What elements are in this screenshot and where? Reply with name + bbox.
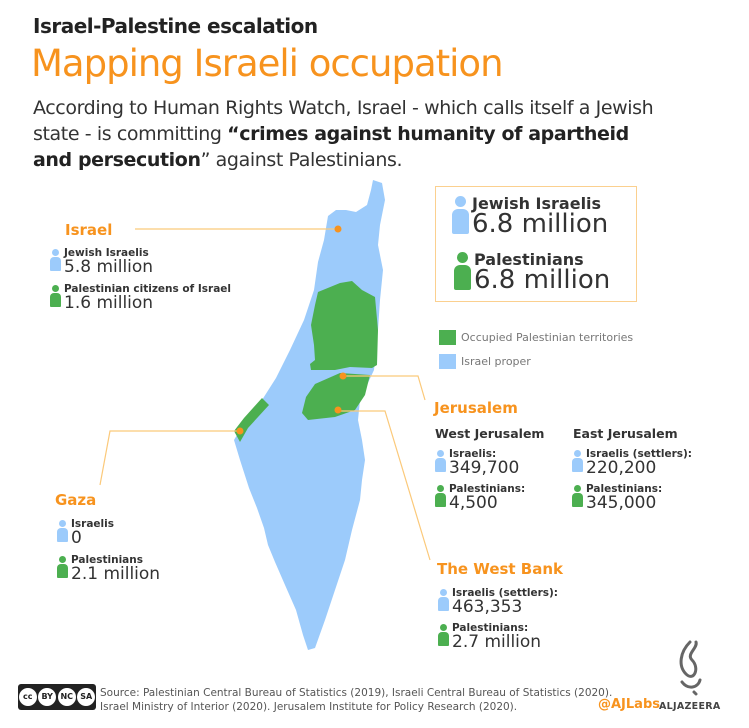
stat-item: Palestinians 2.1 million — [57, 555, 160, 583]
east-jerusalem-label: East Jerusalem — [573, 426, 678, 441]
stat-value: 349,700 — [449, 458, 520, 478]
israel-stats: Jewish Israelis 5.8 million Palestinian c… — [50, 248, 231, 312]
stat-value: 6.8 million — [474, 265, 611, 295]
creative-commons-badge: cc BY NC SA — [18, 684, 96, 710]
israel-label: Israel — [65, 221, 113, 239]
stat-item: Israelis (settlers): 463,353 — [438, 588, 558, 616]
sa-icon: SA — [77, 688, 96, 706]
legend-item-israel-proper: Israel proper — [439, 354, 633, 369]
stat-value: 345,000 — [586, 493, 657, 513]
person-icon-green — [57, 556, 68, 578]
stat-label: Palestinians: — [449, 483, 526, 495]
legend-swatch — [439, 330, 456, 345]
intro-bold: “crimes against humanity of apartheid an… — [33, 123, 629, 171]
stat-label: Israelis (settlers): — [586, 448, 692, 460]
total-palestinians: Palestinians 6.8 million — [454, 251, 610, 293]
kicker: Israel-Palestine escalation — [33, 14, 318, 38]
intro-post: ” against Palestinians. — [200, 149, 403, 171]
stat-value: 1.6 million — [64, 293, 154, 313]
west-jerusalem-stats: Israelis: 349,700 Palestinians: 4,500 — [435, 449, 525, 512]
legend-label: Israel proper — [461, 355, 531, 368]
west-bank-stats: Israelis (settlers): 463,353 Palestinians… — [438, 588, 558, 651]
jerusalem-label: Jerusalem — [434, 399, 518, 417]
stat-value: 463,353 — [452, 597, 523, 617]
person-icon-blue — [572, 450, 583, 472]
location-dots — [236, 225, 347, 435]
israel-dot — [334, 225, 342, 233]
jerusalem-dot — [339, 372, 347, 380]
stat-item: Palestinian citizens of Israel 1.6 millio… — [50, 284, 231, 312]
stat-item: Palestinians: 345,000 — [572, 484, 692, 512]
stat-label: Israelis — [71, 518, 114, 530]
stat-label: Israelis: — [449, 448, 497, 460]
stat-value: 2.7 million — [452, 632, 542, 652]
gaza-dot — [236, 427, 244, 435]
stat-label: Jewish Israelis — [64, 247, 149, 259]
west-jerusalem-label: West Jerusalem — [435, 426, 545, 441]
stat-label: Israelis (settlers): — [452, 587, 558, 599]
source-line: Source: Palestinian Central Bureau of St… — [100, 687, 613, 699]
stat-item: Israelis 0 — [57, 519, 160, 547]
cc-icon: cc — [18, 688, 37, 706]
person-icon-blue — [438, 589, 449, 611]
intro-pre: According to Human Rights Watch, Israel … — [33, 97, 654, 145]
west-bank-north-region — [310, 281, 378, 370]
page-title: Mapping Israeli occupation — [31, 42, 504, 85]
intro-text: According to Human Rights Watch, Israel … — [33, 95, 673, 173]
east-jerusalem-stats: Israelis (settlers): 220,200 Palestinians… — [572, 449, 692, 512]
stat-value: 0 — [71, 528, 82, 548]
person-icon-blue — [452, 196, 469, 234]
person-icon-green — [572, 485, 583, 507]
west-bank-dot — [334, 406, 342, 414]
gaza-stats: Israelis 0 Palestinians 2.1 million — [57, 519, 160, 583]
stat-value: 5.8 million — [64, 257, 154, 277]
stat-value: 220,200 — [586, 458, 657, 478]
total-jewish-israelis: Jewish Israelis 6.8 million — [452, 195, 608, 237]
by-icon: BY — [38, 688, 57, 706]
stat-label: Palestinians — [71, 554, 143, 566]
ajlabs-handle: @AJLabs — [598, 697, 660, 712]
stat-value: 4,500 — [449, 493, 498, 513]
stat-item: Israelis (settlers): 220,200 — [572, 449, 692, 477]
stat-label: Palestinians: — [452, 622, 529, 634]
stat-item: Israelis: 349,700 — [435, 449, 525, 477]
person-icon-blue — [50, 249, 61, 271]
source-text: Source: Palestinian Central Bureau of St… — [100, 686, 612, 714]
stat-label: Palestinians — [474, 250, 584, 269]
leader-lines — [99, 228, 431, 561]
stat-label: Jewish Israelis — [472, 194, 602, 213]
legend: Occupied Palestinian territories Israel … — [439, 330, 633, 369]
stat-value: 6.8 million — [472, 209, 609, 239]
west-bank-label: The West Bank — [437, 560, 564, 578]
person-icon-green — [435, 485, 446, 507]
source-line: Israel Ministry of Interior (2020). Jeru… — [100, 701, 518, 713]
person-icon-blue — [435, 450, 446, 472]
stat-label: Palestinians: — [586, 483, 663, 495]
person-icon-blue — [57, 520, 68, 542]
person-icon-green — [50, 285, 61, 307]
legend-swatch — [439, 354, 456, 369]
aljazeera-brand: ALJAZEERA — [659, 701, 721, 712]
west-bank-south-region — [302, 373, 370, 420]
stat-value: 2.1 million — [71, 564, 161, 584]
person-icon-green — [454, 252, 471, 290]
totals-box: Jewish Israelis 6.8 million Palestinians 6… — [435, 186, 637, 302]
gaza-label: Gaza — [55, 491, 97, 509]
stat-item: Jewish Israelis 5.8 million — [50, 248, 231, 276]
nc-icon: NC — [57, 688, 76, 706]
stat-item: Palestinians: 2.7 million — [438, 623, 558, 651]
aljazeera-logo-icon — [679, 640, 702, 696]
stat-label: Palestinian citizens of Israel — [64, 283, 232, 295]
stat-item: Palestinians: 4,500 — [435, 484, 525, 512]
person-icon-green — [438, 624, 449, 646]
legend-item-occupied: Occupied Palestinian territories — [439, 330, 633, 345]
legend-label: Occupied Palestinian territories — [461, 331, 634, 344]
